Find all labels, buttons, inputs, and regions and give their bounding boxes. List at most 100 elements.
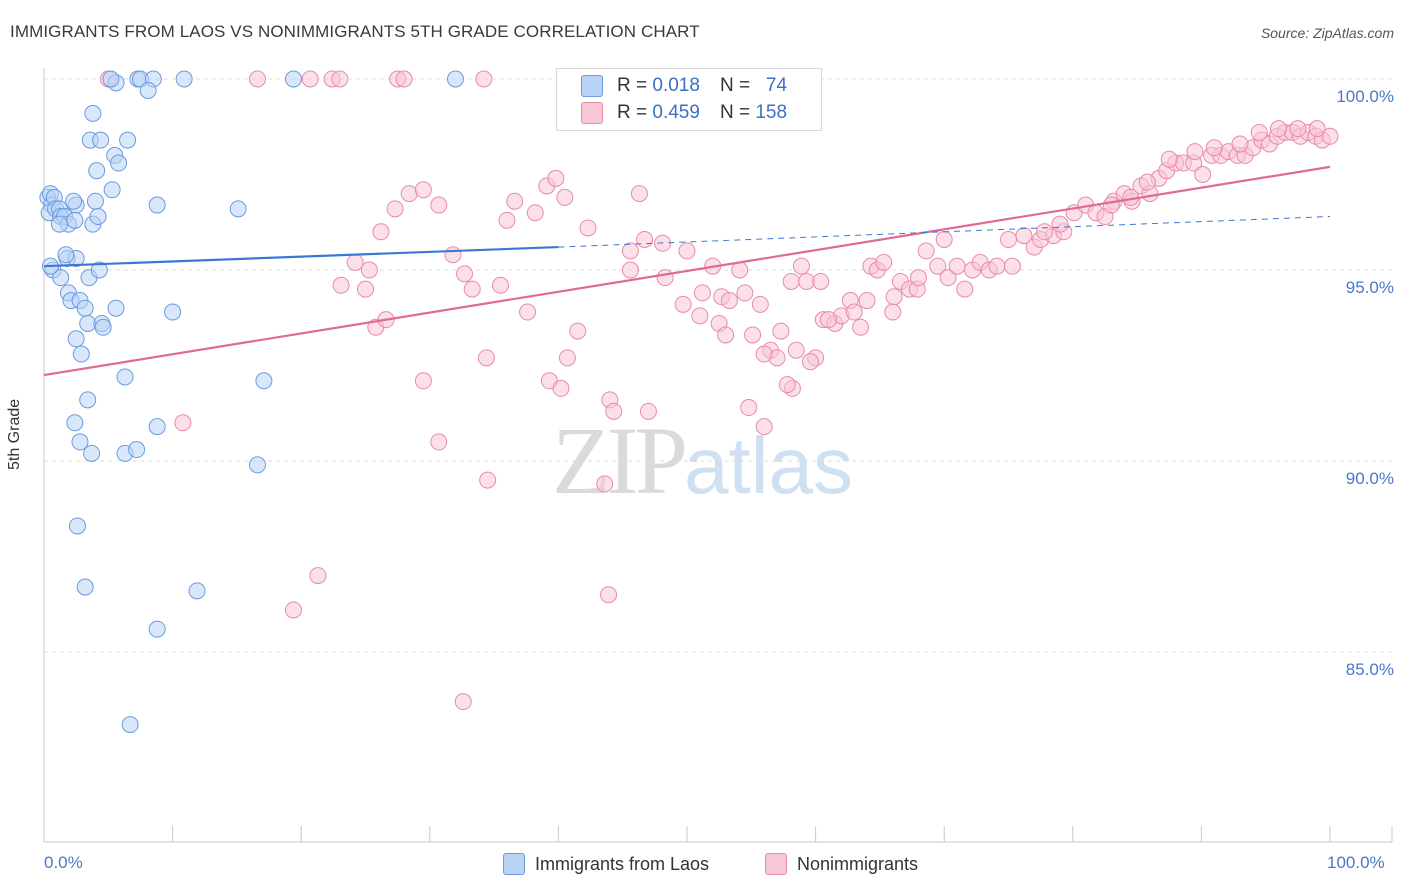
point-nonimmigrants-17 bbox=[547, 169, 565, 187]
point-laos-15 bbox=[89, 208, 107, 226]
point-nonimmigrants-28 bbox=[357, 280, 374, 298]
point-nonimmigrants-27 bbox=[332, 276, 350, 294]
point-nonimmigrants-94 bbox=[956, 280, 974, 298]
point-laos-51 bbox=[84, 104, 102, 122]
point-nonimmigrants-142 bbox=[1186, 143, 1204, 161]
point-nonimmigrants-73 bbox=[787, 341, 805, 359]
legend-r-label: R = bbox=[617, 75, 648, 96]
point-nonimmigrants-149 bbox=[1000, 230, 1017, 248]
point-laos-57 bbox=[88, 162, 106, 180]
point-laos-47 bbox=[255, 372, 273, 390]
bottom-legend-label-laos: Immigrants from Laos bbox=[535, 853, 710, 874]
bottom-legend-swatch-laos bbox=[503, 853, 525, 875]
point-nonimmigrants-10 bbox=[430, 196, 448, 214]
point-nonimmigrants-152 bbox=[884, 303, 902, 321]
point-nonimmigrants-143 bbox=[1160, 150, 1178, 168]
bottom-legend-swatch-nonimmigrants bbox=[765, 853, 787, 875]
point-laos-30 bbox=[90, 261, 108, 279]
point-nonimmigrants-47 bbox=[174, 414, 192, 432]
point-laos-33 bbox=[116, 368, 134, 386]
point-nonimmigrants-6 bbox=[395, 70, 413, 88]
point-laos-50 bbox=[229, 200, 247, 218]
point-laos-26 bbox=[79, 314, 97, 332]
legend-r-value-nonimmigrants: 0.459 bbox=[652, 102, 700, 123]
point-nonimmigrants-46 bbox=[596, 475, 614, 493]
point-nonimmigrants-90 bbox=[917, 242, 935, 260]
point-nonimmigrants-26 bbox=[360, 261, 378, 279]
point-nonimmigrants-15 bbox=[526, 204, 544, 222]
point-nonimmigrants-11 bbox=[386, 200, 404, 218]
point-nonimmigrants-138 bbox=[1270, 120, 1288, 138]
point-nonimmigrants-157 bbox=[755, 418, 773, 436]
trendline-laos-extension bbox=[558, 216, 1331, 248]
point-laos-34 bbox=[79, 391, 97, 409]
point-nonimmigrants-144 bbox=[1138, 173, 1156, 191]
x-tick-label-0: 0.0% bbox=[44, 853, 83, 872]
point-laos-66 bbox=[284, 70, 302, 88]
point-laos-40 bbox=[148, 418, 166, 436]
point-nonimmigrants-43 bbox=[639, 402, 657, 420]
point-nonimmigrants-151 bbox=[909, 269, 927, 287]
y-tick-label-95: 95.0% bbox=[1345, 278, 1394, 297]
point-laos-32 bbox=[72, 345, 90, 363]
point-nonimmigrants-147 bbox=[1051, 215, 1069, 233]
bottom-legend-label-nonimmigrants: Nonimmigrants bbox=[797, 853, 919, 874]
legend-n-label: N = bbox=[719, 75, 751, 96]
point-nonimmigrants-155 bbox=[801, 353, 819, 371]
point-nonimmigrants-19 bbox=[579, 219, 597, 237]
point-laos-29 bbox=[107, 299, 125, 317]
point-nonimmigrants-68 bbox=[772, 322, 790, 340]
y-tick-label-90: 90.0% bbox=[1345, 469, 1394, 488]
point-laos-60 bbox=[102, 70, 120, 88]
point-laos-12 bbox=[65, 192, 83, 210]
point-laos-13 bbox=[86, 192, 104, 210]
point-nonimmigrants-59 bbox=[720, 292, 738, 310]
point-nonimmigrants-48 bbox=[309, 567, 327, 585]
point-nonimmigrants-54 bbox=[674, 295, 692, 313]
point-nonimmigrants-141 bbox=[1205, 139, 1223, 157]
point-nonimmigrants-61 bbox=[736, 284, 754, 302]
point-nonimmigrants-29 bbox=[456, 265, 474, 283]
point-nonimmigrants-82 bbox=[852, 318, 870, 336]
point-nonimmigrants-23 bbox=[621, 242, 639, 260]
point-laos-39 bbox=[128, 441, 146, 459]
point-nonimmigrants-85 bbox=[875, 253, 893, 271]
point-laos-49 bbox=[148, 196, 166, 214]
point-laos-56 bbox=[110, 154, 128, 172]
point-nonimmigrants-42 bbox=[605, 402, 623, 420]
point-laos-67 bbox=[447, 70, 465, 88]
legend-n-value-nonimmigrants: 158 bbox=[755, 102, 788, 123]
point-laos-20 bbox=[57, 246, 75, 264]
point-laos-41 bbox=[68, 517, 86, 535]
chart-title: IMMIGRANTS FROM LAOS VS NONIMMIGRANTS 5T… bbox=[10, 22, 700, 41]
point-laos-43 bbox=[188, 582, 206, 600]
point-nonimmigrants-62 bbox=[691, 307, 709, 325]
point-nonimmigrants-56 bbox=[693, 284, 711, 302]
point-nonimmigrants-146 bbox=[1102, 196, 1120, 214]
point-nonimmigrants-140 bbox=[1231, 135, 1249, 153]
point-nonimmigrants-44 bbox=[430, 433, 448, 451]
point-nonimmigrants-76 bbox=[740, 399, 758, 417]
legend-r-value-laos: 0.018 bbox=[652, 75, 700, 96]
point-nonimmigrants-137 bbox=[1289, 120, 1307, 138]
point-laos-17 bbox=[52, 269, 70, 287]
point-nonimmigrants-35 bbox=[477, 349, 495, 367]
point-nonimmigrants-14 bbox=[498, 211, 516, 229]
point-nonimmigrants-24 bbox=[444, 246, 462, 264]
point-nonimmigrants-25 bbox=[346, 253, 364, 271]
point-laos-46 bbox=[248, 456, 266, 474]
point-nonimmigrants-37 bbox=[569, 322, 587, 340]
point-nonimmigrants-136 bbox=[1308, 120, 1326, 138]
point-nonimmigrants-12 bbox=[372, 223, 390, 241]
point-laos-31 bbox=[67, 330, 85, 348]
point-nonimmigrants-67 bbox=[755, 345, 773, 363]
point-nonimmigrants-31 bbox=[492, 276, 510, 294]
point-nonimmigrants-50 bbox=[600, 586, 618, 604]
point-laos-64 bbox=[139, 81, 157, 99]
point-nonimmigrants-36 bbox=[519, 303, 537, 321]
point-nonimmigrants-91 bbox=[929, 257, 947, 275]
point-nonimmigrants-18 bbox=[556, 188, 574, 206]
point-nonimmigrants-13 bbox=[506, 192, 524, 210]
point-laos-65 bbox=[175, 70, 193, 88]
